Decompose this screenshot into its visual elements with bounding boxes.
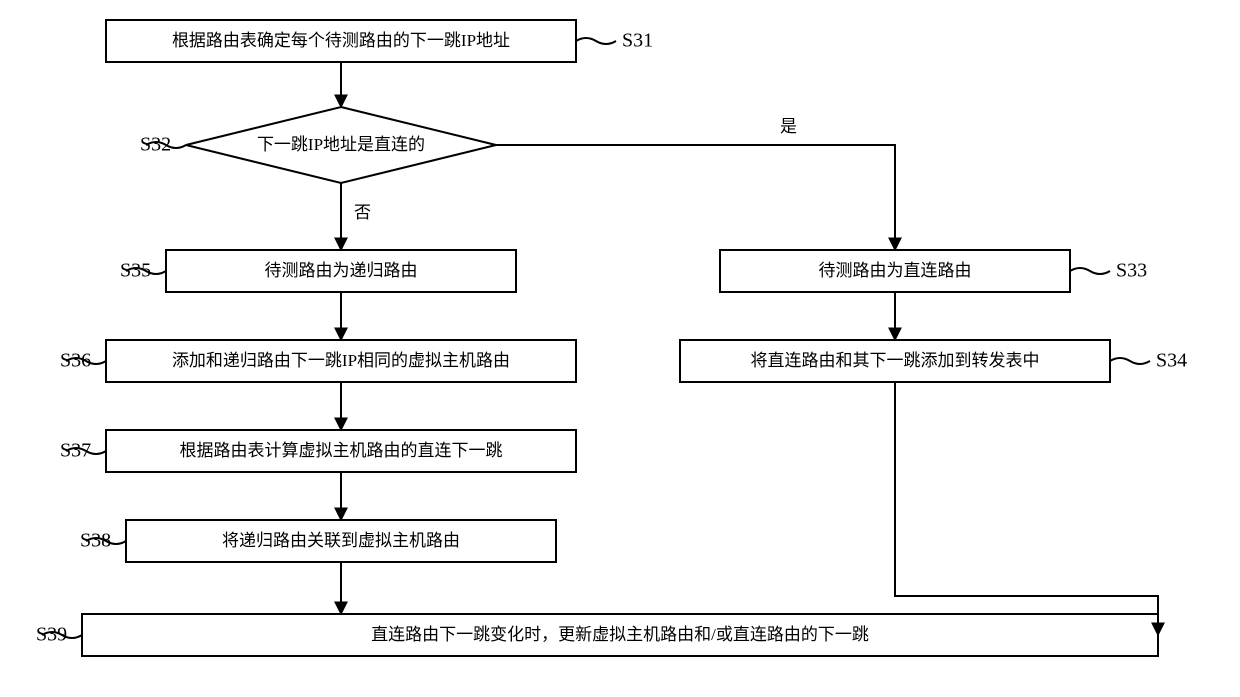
node-text: 直连路由下一跳变化时，更新虚拟主机路由和/或直连路由的下一跳 (371, 625, 869, 644)
step-label: S31 (622, 30, 653, 52)
step-label: S32 (140, 134, 171, 156)
label-connector (1110, 358, 1150, 364)
step-label: S34 (1156, 350, 1187, 372)
step-label: S39 (36, 624, 67, 646)
node-n34: 将直连路由和其下一跳添加到转发表中 S34 (680, 340, 1187, 382)
node-n39: 直连路由下一跳变化时，更新虚拟主机路由和/或直连路由的下一跳 S39 (36, 614, 1158, 656)
node-text: 待测路由为递归路由 (265, 261, 418, 280)
node-text: 将直连路由和其下一跳添加到转发表中 (751, 351, 1040, 370)
step-label: S36 (60, 350, 91, 372)
node-text: 根据路由表确定每个待测路由的下一跳IP地址 (172, 31, 510, 50)
node-n31: 根据路由表确定每个待测路由的下一跳IP地址 S31 (106, 20, 653, 62)
node-text: 下一跳IP地址是直连的 (257, 135, 425, 154)
step-label: S37 (60, 440, 91, 462)
edge-label: 否 (354, 203, 371, 222)
label-connector (576, 38, 616, 44)
edge-label: 是 (780, 117, 797, 136)
node-n32: 下一跳IP地址是直连的 S32 (140, 107, 496, 183)
node-text: 根据路由表计算虚拟主机路由的直连下一跳 (180, 441, 503, 460)
node-n37: 根据路由表计算虚拟主机路由的直连下一跳 S37 (60, 430, 576, 472)
step-label: S35 (120, 260, 151, 282)
label-connector (1070, 268, 1110, 274)
edge (895, 382, 1158, 635)
node-n33: 待测路由为直连路由 S33 (720, 250, 1147, 292)
node-n35: 待测路由为递归路由 S35 (120, 250, 516, 292)
node-text: 添加和递归路由下一跳IP相同的虚拟主机路由 (172, 351, 510, 370)
step-label: S38 (80, 530, 111, 552)
node-text: 待测路由为直连路由 (819, 261, 972, 280)
node-n36: 添加和递归路由下一跳IP相同的虚拟主机路由 S36 (60, 340, 576, 382)
step-label: S33 (1116, 260, 1147, 282)
node-text: 将递归路由关联到虚拟主机路由 (222, 531, 460, 550)
node-n38: 将递归路由关联到虚拟主机路由 S38 (80, 520, 556, 562)
edge (496, 145, 895, 250)
